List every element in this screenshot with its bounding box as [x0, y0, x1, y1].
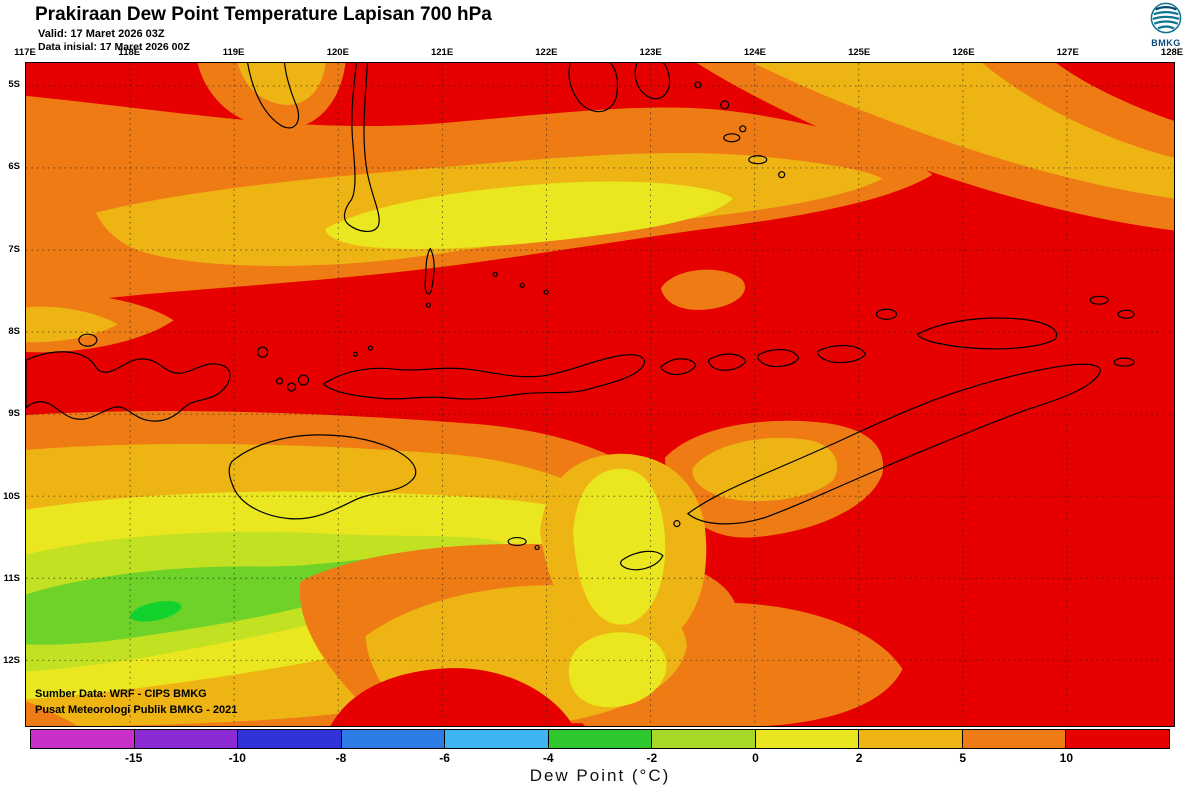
- graticule-grid: [26, 63, 1174, 726]
- legend-bar: [30, 729, 1170, 749]
- legend-tick-label: 5: [959, 751, 967, 765]
- legend-ticks: -15 -10 -8 -6 -4 -2 0 2 5 10: [30, 751, 1170, 766]
- legend-segment: [341, 730, 446, 748]
- lon-labels: 117E 118E 119E 120E 121E 122E 123E 124E 125E 126E…: [14, 47, 1183, 60]
- dew-point-map: [26, 63, 1174, 726]
- lon-label: 125E: [848, 47, 871, 58]
- lon-label: 117E: [14, 47, 36, 58]
- lon-label: 127E: [1056, 47, 1079, 58]
- lat-label: 7S: [8, 243, 20, 255]
- legend-tick-label: -6: [439, 751, 450, 765]
- legend-segment: [31, 730, 135, 748]
- legend-tick-label: 0: [752, 751, 759, 765]
- legend-segment: [962, 730, 1067, 748]
- lon-label: 124E: [743, 47, 766, 58]
- map-frame: Sumber Data: WRF - CIPS BMKG Pusat Meteo…: [25, 62, 1175, 727]
- lon-label: 119E: [222, 47, 245, 58]
- legend-tick-label: -4: [542, 751, 554, 765]
- lat-label: 5S: [8, 79, 20, 90]
- legend-tick-label: 10: [1059, 751, 1074, 765]
- lat-label: 8S: [8, 325, 20, 337]
- contour-fills: [26, 63, 1174, 726]
- legend-tick-label: -8: [335, 751, 347, 765]
- legend-segment: [1066, 730, 1170, 748]
- lon-label: 120E: [326, 47, 349, 58]
- valid-time: Valid: 17 Maret 2026 03Z: [38, 28, 165, 40]
- legend-segment: [445, 730, 549, 748]
- lat-label: 12S: [3, 655, 20, 667]
- coastlines: [26, 63, 1135, 571]
- legend-tick-label: -15: [124, 751, 143, 765]
- legend-tick-label: -2: [646, 751, 658, 765]
- legend-segment: [859, 730, 963, 748]
- legend-title: Dew Point (°C): [529, 766, 671, 785]
- lon-label: 126E: [952, 47, 975, 58]
- legend-segment: [652, 730, 756, 748]
- map-credits: Sumber Data: WRF - CIPS BMKG Pusat Meteo…: [35, 687, 237, 718]
- credit-org: Pusat Meteorologi Publik BMKG - 2021: [35, 703, 238, 716]
- lat-label: 6S: [8, 161, 20, 173]
- bmkg-logo-text: BMKG: [1151, 38, 1181, 48]
- lon-label: 121E: [430, 47, 454, 58]
- lat-label: 9S: [8, 408, 20, 420]
- legend-segment: [755, 730, 860, 748]
- lon-label: 123E: [639, 47, 662, 58]
- legend-tick-label: 2: [855, 751, 863, 765]
- bmkg-logo: BMKG: [1140, 2, 1192, 48]
- lon-label: 128E: [1160, 47, 1184, 58]
- init-time: Data inisial: 17 Maret 2026 00Z: [38, 41, 190, 53]
- legend-tick-label: -10: [228, 751, 246, 765]
- legend-segment: [134, 730, 239, 748]
- bmkg-logo-icon: [1150, 2, 1182, 34]
- legend-segment: [238, 730, 342, 748]
- lat-label: 10S: [3, 490, 20, 502]
- legend-segment: [548, 730, 653, 748]
- lat-labels: 5S 6S 7S 8S 9S 10S 11S 12S: [0, 62, 23, 727]
- page-title: Prakiraan Dew Point Temperature Lapisan …: [35, 4, 492, 25]
- lat-label: 11S: [3, 572, 20, 584]
- lon-label: 118E: [118, 47, 141, 58]
- lon-label: 122E: [535, 47, 558, 58]
- credit-source: Sumber Data: WRF - CIPS BMKG: [35, 688, 207, 701]
